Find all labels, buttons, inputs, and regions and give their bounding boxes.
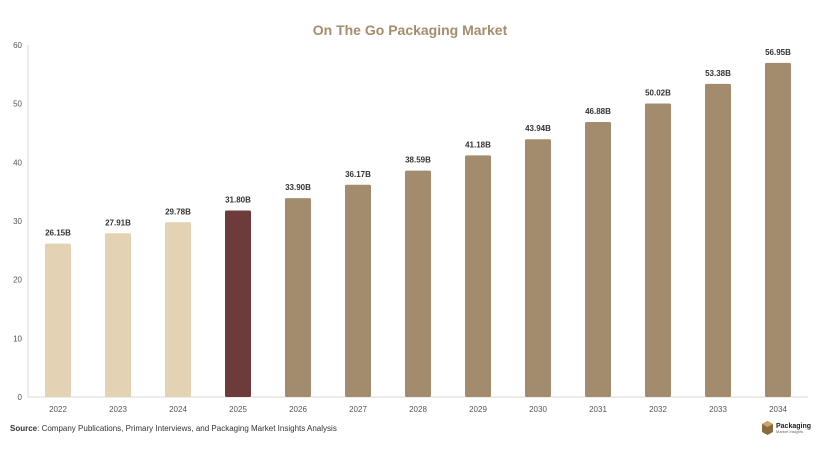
bars-layer <box>45 62 791 398</box>
bar-2033 <box>705 83 731 397</box>
y-tick-label: 10 <box>13 334 22 343</box>
y-tick-label: 60 <box>13 41 22 50</box>
data-label-2030: 43.94B <box>525 124 551 133</box>
data-labels-layer: 26.15B 27.91B 29.78B 31.80B 33.90B 36.17B 38.5… <box>45 48 791 238</box>
data-label-2023: 27.91B <box>105 218 131 227</box>
bar-2024 <box>165 222 191 397</box>
x-tick-label-2023: 2023 <box>109 405 127 414</box>
data-label-2031: 46.88B <box>585 107 611 116</box>
source-note: Source: Company Publications, Primary In… <box>10 424 337 433</box>
source-label: Source <box>10 424 38 433</box>
x-tick-label-2032: 2032 <box>649 405 667 414</box>
y-tick-label: 30 <box>13 217 22 226</box>
x-tick-label-2031: 2031 <box>589 405 607 414</box>
data-label-2022: 26.15B <box>45 229 71 238</box>
x-tick-label-2029: 2029 <box>469 405 487 414</box>
x-tick-label-2027: 2027 <box>349 405 367 414</box>
logo-subtitle: Market Insights <box>776 428 804 434</box>
data-label-2024: 29.78B <box>165 207 191 216</box>
brand-logo: Packaging Market Insights <box>762 421 811 435</box>
bar-2025 <box>225 210 251 397</box>
x-tick-label-2028: 2028 <box>409 405 427 414</box>
bar-2030 <box>525 139 551 397</box>
x-tick-label-2033: 2033 <box>709 405 727 414</box>
y-tick-label: 40 <box>13 158 22 167</box>
y-tick-label: 20 <box>13 276 22 285</box>
bar-2031 <box>585 121 611 397</box>
bar-2026 <box>285 198 311 397</box>
x-tick-label-2030: 2030 <box>529 405 547 414</box>
x-tick-label-2024: 2024 <box>169 405 187 414</box>
source-text: : Company Publications, Primary Intervie… <box>37 424 337 433</box>
data-label-2029: 41.18B <box>465 140 491 149</box>
x-tick-label-2026: 2026 <box>289 405 307 414</box>
bar-2023 <box>105 233 131 397</box>
data-label-2026: 33.90B <box>285 183 311 192</box>
x-tick-label-2034: 2034 <box>769 405 787 414</box>
bar-2034 <box>765 62 791 397</box>
chart-title: On The Go Packaging Market <box>312 22 508 38</box>
x-tick-label-2025: 2025 <box>229 405 247 414</box>
data-label-2025: 31.80B <box>225 195 251 204</box>
data-label-2027: 36.17B <box>345 170 371 179</box>
data-label-2034: 56.95B <box>765 48 791 57</box>
logo-name: Packaging <box>776 422 812 430</box>
logo-icon <box>762 421 773 435</box>
bar-2022 <box>45 243 71 397</box>
x-tick-label-2022: 2022 <box>49 405 67 414</box>
bar-2029 <box>465 155 491 397</box>
y-tick-label: 0 <box>18 393 23 402</box>
y-tick-label: 50 <box>13 100 22 109</box>
bar-2032 <box>645 103 671 398</box>
data-label-2028: 38.59B <box>405 156 431 165</box>
bar-2028 <box>405 170 431 397</box>
data-label-2032: 50.02B <box>645 89 671 98</box>
data-label-2033: 53.38B <box>705 69 731 78</box>
bar-2027 <box>345 184 371 397</box>
